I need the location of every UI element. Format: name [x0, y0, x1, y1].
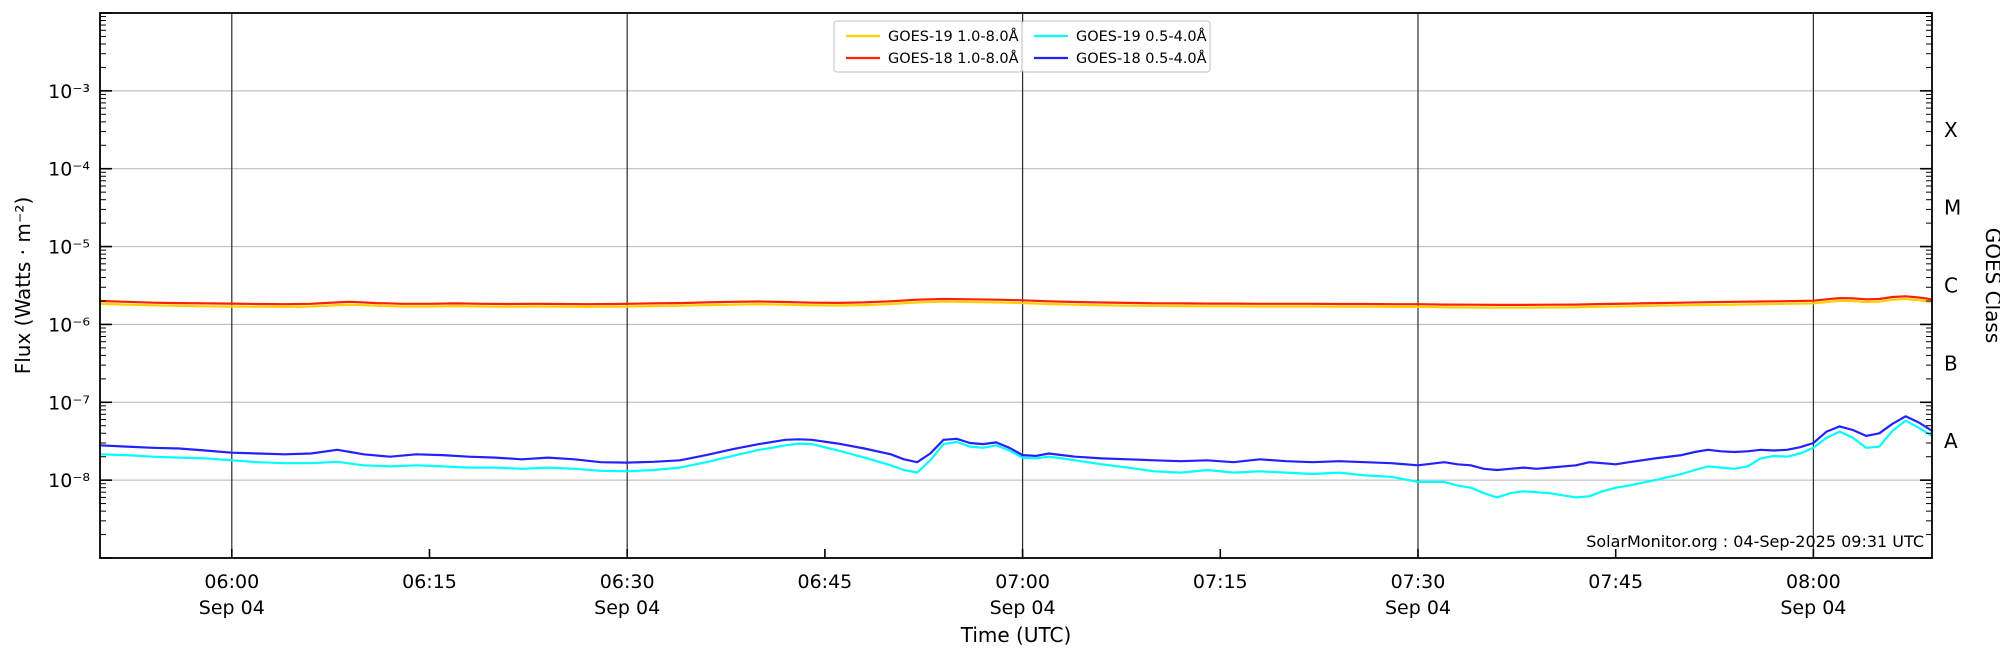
goes-class-label: B: [1944, 351, 1958, 375]
legend-box: [1021, 20, 1211, 73]
x-tick-label: 07:30: [1391, 571, 1446, 593]
x-tick-label: 07:00: [995, 571, 1050, 593]
goes-class-label: A: [1944, 429, 1958, 453]
x-tick-label: 06:15: [402, 571, 457, 593]
legend-label-goes19-short: GOES-19 0.5-4.0Å: [1076, 28, 1207, 45]
x-tick-date-label: Sep 04: [1385, 597, 1451, 619]
x-tick-date-label: Sep 04: [990, 597, 1056, 619]
series-line-goes18-short: [98, 415, 1934, 472]
series-line-goes19-long: [98, 297, 1934, 309]
y-tick-label: 10⁻⁶: [48, 314, 90, 336]
x-tick-label: 07:45: [1588, 571, 1643, 593]
right-axis-title: GOES Class: [1981, 228, 2000, 344]
series-line-goes18-long: [98, 295, 1934, 306]
y-tick-label: 10⁻⁵: [48, 237, 90, 259]
x-tick-label: 08:00: [1786, 571, 1841, 593]
goes-class-label: C: [1944, 274, 1958, 298]
x-tick-date-label: Sep 04: [594, 597, 660, 619]
x-tick-date-label: Sep 04: [199, 597, 265, 619]
x-tick-label: 06:30: [600, 571, 655, 593]
legend-label-goes18-short: GOES-18 0.5-4.0Å: [1076, 50, 1207, 67]
goes-class-label: X: [1944, 118, 1958, 142]
y-axis-title: Flux (Watts · m⁻²): [11, 197, 35, 375]
series-line-goes19-short: [98, 419, 1934, 499]
x-axis-title: Time (UTC): [960, 623, 1072, 647]
x-tick-label: 06:45: [798, 571, 853, 593]
x-tick-date-label: Sep 04: [1780, 597, 1846, 619]
y-tick-label: 10⁻⁷: [48, 392, 90, 414]
legend-label-goes19-long: GOES-19 1.0-8.0Å: [888, 28, 1019, 45]
x-tick-label: 07:15: [1193, 571, 1248, 593]
goes-class-label: M: [1944, 196, 1961, 220]
x-tick-label: 06:00: [204, 571, 259, 593]
y-tick-label: 10⁻³: [48, 81, 90, 103]
plot-border: [99, 12, 1933, 559]
attribution-text: SolarMonitor.org : 04-Sep-2025 09:31 UTC: [1586, 532, 1924, 551]
legend-label-goes18-long: GOES-18 1.0-8.0Å: [888, 50, 1019, 67]
y-tick-label: 10⁻⁸: [48, 470, 90, 492]
y-tick-label: 10⁻⁴: [48, 159, 90, 181]
